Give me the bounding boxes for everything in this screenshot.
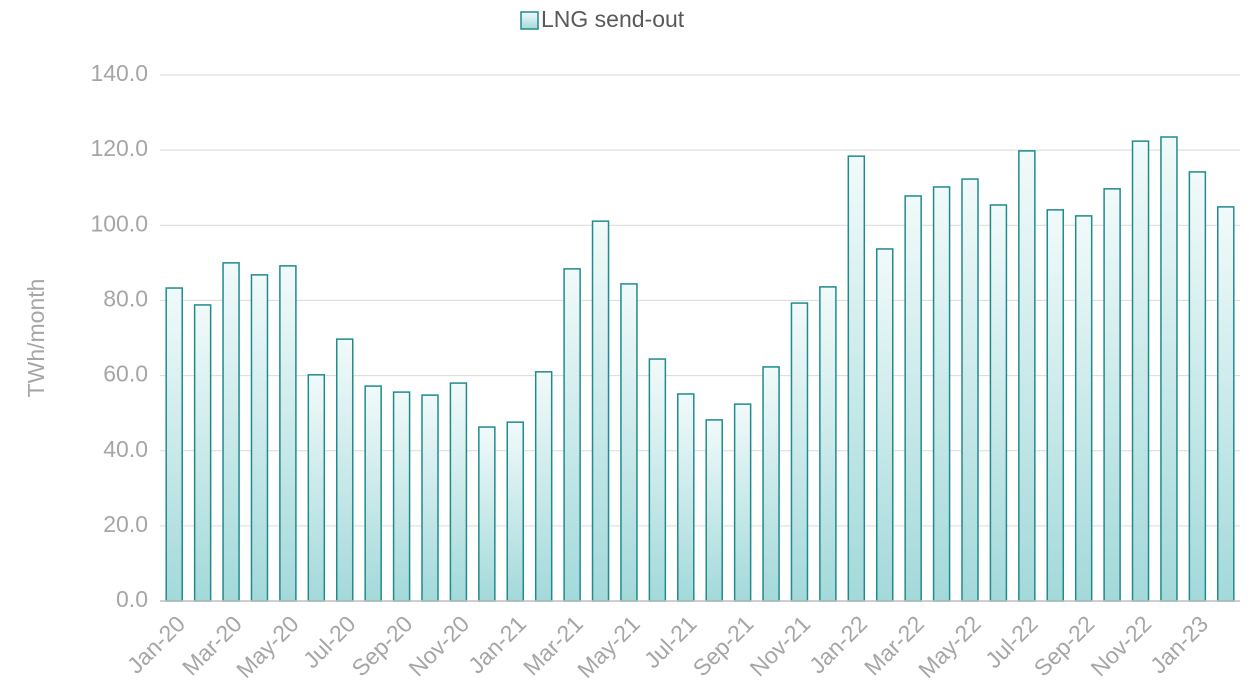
- x-tick-label: Nov-21: [744, 610, 815, 681]
- x-tick-label: Sep-20: [347, 610, 418, 681]
- bar: [1160, 136, 1178, 602]
- bar: [819, 286, 837, 602]
- bar: [705, 419, 723, 602]
- bar: [677, 393, 695, 602]
- x-tick-label: Jan-22: [804, 610, 872, 678]
- x-tick-label: Nov-22: [1086, 610, 1157, 681]
- bar: [335, 338, 354, 602]
- y-axis-label: TWh/month: [23, 279, 49, 398]
- bar: [449, 382, 468, 602]
- bar: [1188, 171, 1207, 602]
- bar: [648, 358, 667, 602]
- x-tick-label: May-22: [913, 610, 986, 683]
- bar: [1074, 215, 1093, 602]
- legend-swatch: [520, 11, 539, 30]
- bar: [364, 385, 382, 602]
- x-tick-label: Sep-22: [1029, 610, 1100, 681]
- x-tick-label: Jan-21: [463, 610, 531, 678]
- bar: [591, 220, 610, 602]
- y-tick-label: 80.0: [103, 286, 148, 312]
- bar: [478, 426, 496, 602]
- x-tick-label: Jan-23: [1145, 610, 1213, 678]
- x-tick-label: Sep-21: [688, 610, 759, 681]
- y-tick-label: 0.0: [116, 586, 148, 612]
- bar: [932, 186, 951, 602]
- bar: [165, 287, 183, 602]
- y-tick-label: 120.0: [90, 135, 148, 161]
- bar: [307, 374, 326, 602]
- bar: [875, 248, 894, 602]
- bar: [762, 366, 780, 602]
- bar: [620, 283, 638, 602]
- bar: [1217, 206, 1235, 602]
- bar: [250, 274, 269, 602]
- x-tick-label: Nov-20: [403, 610, 474, 681]
- bar: [534, 371, 553, 602]
- bar: [790, 302, 809, 602]
- bar: [392, 391, 411, 602]
- bar: [989, 204, 1008, 602]
- bar: [1131, 140, 1150, 602]
- y-tick-label: 140.0: [90, 60, 148, 86]
- bar: [904, 195, 922, 602]
- y-tick-label: 100.0: [90, 210, 148, 236]
- bar: [421, 394, 439, 602]
- bar: [1046, 209, 1065, 602]
- bar: [563, 268, 581, 602]
- bar: [961, 178, 979, 602]
- y-tick-label: 40.0: [103, 436, 148, 462]
- bar: [222, 262, 240, 602]
- bar: [279, 265, 297, 602]
- y-tick-label: 20.0: [103, 511, 148, 537]
- x-tick-label: May-21: [572, 610, 645, 683]
- x-tick-label: May-20: [231, 610, 304, 683]
- y-tick-label: 60.0: [103, 361, 148, 387]
- bar: [847, 155, 866, 602]
- bar: [1018, 150, 1036, 602]
- bar: [733, 403, 752, 602]
- x-tick-label: Jan-20: [122, 610, 190, 678]
- bar: [506, 421, 525, 602]
- bar: [1103, 188, 1121, 602]
- legend-label: LNG send-out: [541, 6, 685, 32]
- bar: [193, 304, 212, 602]
